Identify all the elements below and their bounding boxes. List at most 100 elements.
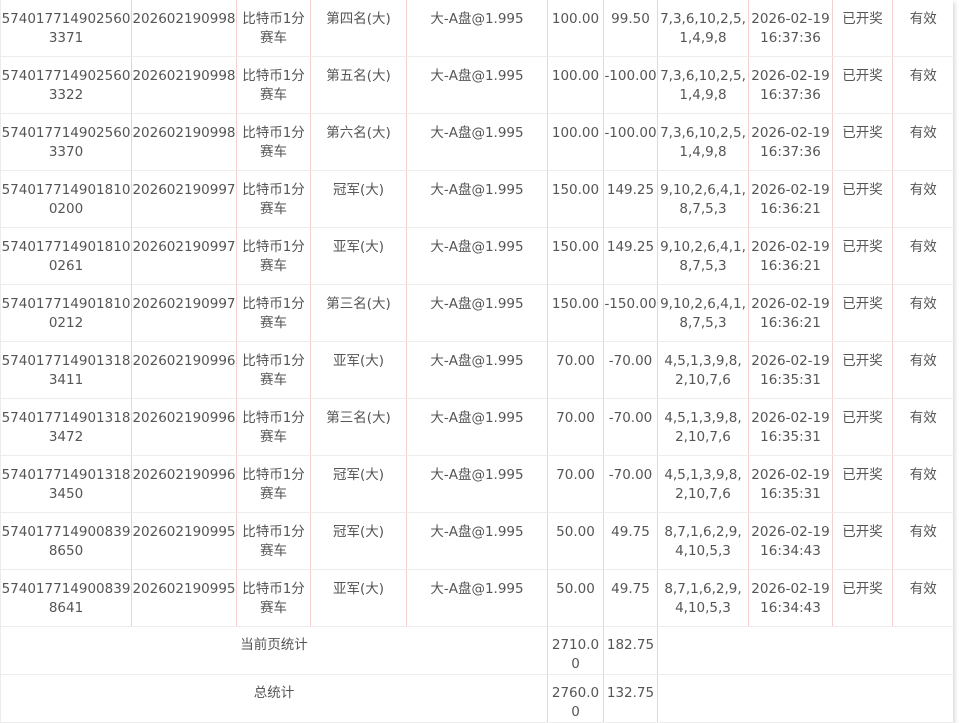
cell-issue: 202602190997 bbox=[131, 227, 237, 285]
cell-play: 第五名(大) bbox=[310, 56, 407, 114]
table-row: 5740177149008398641 202602190995 比特币1分赛车 亚军… bbox=[0, 569, 954, 627]
cell-order: 5740177149025603370 bbox=[0, 113, 132, 171]
cell-valid: 有效 bbox=[892, 512, 954, 570]
cell-amount: 150.00 bbox=[547, 170, 604, 228]
table-row: 5740177149025603371 202602190998 比特币1分赛车 第四… bbox=[0, 0, 954, 57]
cell-game: 比特币1分赛车 bbox=[236, 569, 311, 627]
cell-amount: 70.00 bbox=[547, 341, 604, 399]
table-row: 5740177149018100200 202602190997 比特币1分赛车 冠军… bbox=[0, 170, 954, 228]
cell-order: 5740177149008398650 bbox=[0, 512, 132, 570]
cell-result: 7,3,6,10,2,5,1,4,9,8 bbox=[657, 0, 749, 57]
cell-status: 已开奖 bbox=[832, 455, 893, 513]
cell-win: 149.25 bbox=[603, 227, 658, 285]
cell-amount: 150.00 bbox=[547, 284, 604, 342]
cell-bet: 大-A盘@1.995 bbox=[406, 113, 548, 171]
table-row: 5740177149008398650 202602190995 比特币1分赛车 冠军… bbox=[0, 512, 954, 570]
cell-order: 5740177149018100261 bbox=[0, 227, 132, 285]
cell-play: 第三名(大) bbox=[310, 398, 407, 456]
cell-status: 已开奖 bbox=[832, 569, 893, 627]
cell-status: 已开奖 bbox=[832, 227, 893, 285]
cell-time: 2026-02-19 16:36:21 bbox=[748, 227, 833, 285]
cell-bet: 大-A盘@1.995 bbox=[406, 227, 548, 285]
total-summary-label: 总统计 bbox=[0, 674, 548, 723]
cell-result: 4,5,1,3,9,8,2,10,7,6 bbox=[657, 455, 749, 513]
cell-amount: 100.00 bbox=[547, 0, 604, 57]
cell-win: 49.75 bbox=[603, 569, 658, 627]
cell-amount: 50.00 bbox=[547, 569, 604, 627]
cell-game: 比特币1分赛车 bbox=[236, 0, 311, 57]
total-summary-row: 总统计 2760.00 132.75 bbox=[0, 674, 954, 723]
cell-time: 2026-02-19 16:35:31 bbox=[748, 455, 833, 513]
cell-result: 8,7,1,6,2,9,4,10,5,3 bbox=[657, 569, 749, 627]
cell-valid: 有效 bbox=[892, 341, 954, 399]
cell-play: 第四名(大) bbox=[310, 0, 407, 57]
cell-game: 比特币1分赛车 bbox=[236, 455, 311, 513]
cell-bet: 大-A盘@1.995 bbox=[406, 341, 548, 399]
cell-amount: 150.00 bbox=[547, 227, 604, 285]
cell-play: 亚军(大) bbox=[310, 569, 407, 627]
cell-order: 5740177149025603371 bbox=[0, 0, 132, 57]
cell-win: -70.00 bbox=[603, 398, 658, 456]
cell-play: 冠军(大) bbox=[310, 512, 407, 570]
cell-time: 2026-02-19 16:34:43 bbox=[748, 512, 833, 570]
cell-valid: 有效 bbox=[892, 569, 954, 627]
table-row: 5740177149018100261 202602190997 比特币1分赛车 亚军… bbox=[0, 227, 954, 285]
table-row: 5740177149013183450 202602190996 比特币1分赛车 冠军… bbox=[0, 455, 954, 513]
cell-play: 第六名(大) bbox=[310, 113, 407, 171]
cell-issue: 202602190997 bbox=[131, 170, 237, 228]
cell-issue: 202602190998 bbox=[131, 0, 237, 57]
cell-time: 2026-02-19 16:35:31 bbox=[748, 398, 833, 456]
cell-valid: 有效 bbox=[892, 455, 954, 513]
cell-play: 亚军(大) bbox=[310, 341, 407, 399]
cell-play: 冠军(大) bbox=[310, 170, 407, 228]
cell-win: -150.00 bbox=[603, 284, 658, 342]
cell-game: 比特币1分赛车 bbox=[236, 512, 311, 570]
cell-issue: 202602190998 bbox=[131, 56, 237, 114]
page-summary-win: 182.75 bbox=[603, 626, 658, 675]
table-row: 5740177149018100212 202602190997 比特币1分赛车 第三… bbox=[0, 284, 954, 342]
cell-game: 比特币1分赛车 bbox=[236, 398, 311, 456]
cell-time: 2026-02-19 16:35:31 bbox=[748, 341, 833, 399]
cell-win: -70.00 bbox=[603, 341, 658, 399]
cell-status: 已开奖 bbox=[832, 398, 893, 456]
cell-game: 比特币1分赛车 bbox=[236, 56, 311, 114]
cell-status: 已开奖 bbox=[832, 170, 893, 228]
cell-valid: 有效 bbox=[892, 170, 954, 228]
cell-result: 7,3,6,10,2,5,1,4,9,8 bbox=[657, 113, 749, 171]
cell-valid: 有效 bbox=[892, 56, 954, 114]
cell-result: 9,10,2,6,4,1,8,7,5,3 bbox=[657, 227, 749, 285]
cell-issue: 202602190996 bbox=[131, 455, 237, 513]
cell-amount: 70.00 bbox=[547, 398, 604, 456]
cell-amount: 50.00 bbox=[547, 512, 604, 570]
cell-status: 已开奖 bbox=[832, 113, 893, 171]
cell-status: 已开奖 bbox=[832, 56, 893, 114]
page-summary-label: 当前页统计 bbox=[0, 626, 548, 675]
cell-bet: 大-A盘@1.995 bbox=[406, 170, 548, 228]
cell-time: 2026-02-19 16:37:36 bbox=[748, 56, 833, 114]
cell-valid: 有效 bbox=[892, 227, 954, 285]
cell-game: 比特币1分赛车 bbox=[236, 170, 311, 228]
cell-time: 2026-02-19 16:36:21 bbox=[748, 284, 833, 342]
cell-order: 5740177149013183450 bbox=[0, 455, 132, 513]
table-row: 5740177149013183411 202602190996 比特币1分赛车 亚军… bbox=[0, 341, 954, 399]
cell-game: 比特币1分赛车 bbox=[236, 227, 311, 285]
cell-status: 已开奖 bbox=[832, 341, 893, 399]
table-row: 5740177149025603322 202602190998 比特币1分赛车 第五… bbox=[0, 56, 954, 114]
table-row: 5740177149013183472 202602190996 比特币1分赛车 第三… bbox=[0, 398, 954, 456]
cell-bet: 大-A盘@1.995 bbox=[406, 398, 548, 456]
cell-play: 亚军(大) bbox=[310, 227, 407, 285]
cell-bet: 大-A盘@1.995 bbox=[406, 0, 548, 57]
cell-win: 149.25 bbox=[603, 170, 658, 228]
cell-amount: 100.00 bbox=[547, 113, 604, 171]
cell-issue: 202602190998 bbox=[131, 113, 237, 171]
cell-game: 比特币1分赛车 bbox=[236, 341, 311, 399]
cell-status: 已开奖 bbox=[832, 284, 893, 342]
cell-valid: 有效 bbox=[892, 0, 954, 57]
cell-order: 5740177149018100212 bbox=[0, 284, 132, 342]
page-summary-amount: 2710.00 bbox=[547, 626, 604, 675]
cell-time: 2026-02-19 16:37:36 bbox=[748, 113, 833, 171]
cell-order: 5740177149013183472 bbox=[0, 398, 132, 456]
cell-order: 5740177149008398641 bbox=[0, 569, 132, 627]
